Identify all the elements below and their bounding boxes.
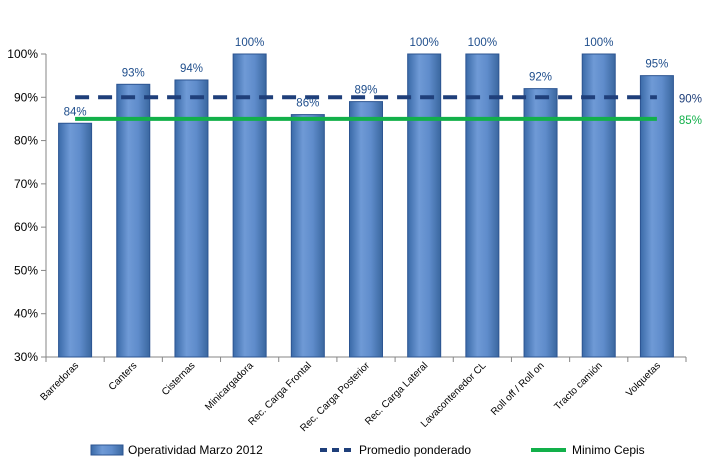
legend-label-bars: Operatividad Marzo 2012 bbox=[128, 443, 263, 457]
bar bbox=[290, 114, 325, 358]
y-tick-label: 90% bbox=[14, 90, 38, 104]
category-label: Canters bbox=[107, 360, 140, 393]
bar-value-label: 89% bbox=[354, 85, 377, 97]
bars bbox=[58, 53, 674, 358]
bar bbox=[232, 53, 267, 358]
bar bbox=[581, 53, 616, 358]
category-label: Tracto camión bbox=[553, 360, 605, 412]
reference-lines bbox=[75, 95, 657, 121]
bar-value-label: 100% bbox=[235, 37, 264, 49]
y-tick-label: 40% bbox=[14, 307, 38, 321]
bar-value-label: 100% bbox=[468, 37, 497, 49]
bar-value-label: 86% bbox=[296, 98, 319, 110]
legend-label-min: Minimo Cepis bbox=[572, 443, 645, 457]
bar bbox=[349, 101, 383, 358]
bar-value-label: 95% bbox=[645, 59, 668, 71]
minimo-cepis-label: 85% bbox=[679, 115, 702, 127]
y-tick-label: 70% bbox=[14, 177, 38, 191]
data-labels: 84% 93% 94% 100% 86% 89% 100% 100% 92% 100% 95% 90%… bbox=[64, 37, 702, 127]
bar-value-label: 84% bbox=[64, 106, 87, 118]
category-label: Barredoras bbox=[38, 360, 81, 403]
x-axis: Barredoras Canters Cisternas MinicargadoraR… bbox=[38, 356, 687, 434]
y-tick-label: 50% bbox=[14, 263, 38, 277]
bar bbox=[174, 79, 209, 358]
bar bbox=[58, 122, 93, 358]
y-tick-label: 100% bbox=[7, 47, 38, 61]
legend: Operatividad Marzo 2012 Promedio ponderad… bbox=[90, 443, 645, 457]
category-label: Minicargadora bbox=[203, 360, 256, 413]
bar-value-label: 92% bbox=[529, 72, 552, 84]
y-axis: 30% 40% 50% 60% 70% 80% 90% 100% bbox=[7, 47, 47, 364]
category-label: Roll off / Roll on bbox=[489, 360, 547, 418]
bar bbox=[116, 83, 151, 358]
bar-value-label: 100% bbox=[584, 37, 613, 49]
bar bbox=[639, 75, 674, 358]
promedio-ponderado-label: 90% bbox=[679, 93, 702, 105]
category-label: Cisternas bbox=[160, 360, 198, 398]
category-label: Lavacontenedor CL bbox=[419, 360, 489, 430]
y-tick-label: 80% bbox=[14, 134, 38, 148]
y-tick-label: 30% bbox=[14, 350, 38, 364]
bar bbox=[407, 53, 442, 358]
y-tick-label: 60% bbox=[14, 220, 38, 234]
legend-label-avg: Promedio ponderado bbox=[359, 443, 471, 457]
bar-value-label: 94% bbox=[180, 63, 203, 75]
category-label: Rec. Carga Lateral bbox=[363, 360, 430, 427]
legend-swatch-bars bbox=[90, 444, 124, 456]
bar bbox=[523, 88, 558, 358]
bar-value-label: 100% bbox=[409, 37, 438, 49]
category-label: Rec. Carga Frontal bbox=[246, 360, 314, 428]
bar bbox=[465, 53, 500, 358]
category-label: Volquetas bbox=[624, 360, 663, 399]
bar-value-label: 93% bbox=[122, 67, 145, 79]
